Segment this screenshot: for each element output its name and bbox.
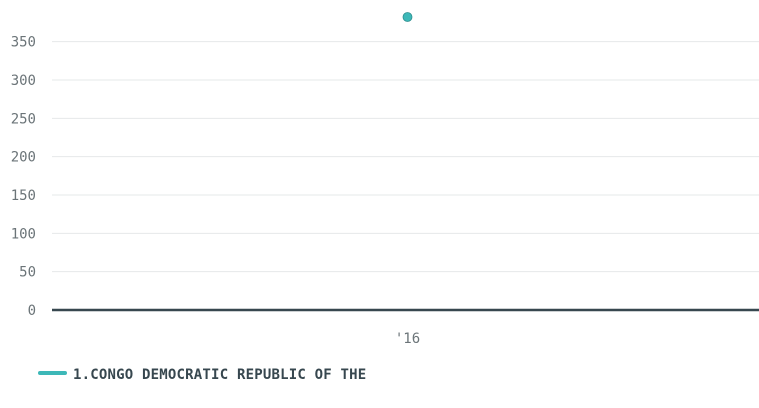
x-axis-tick-labels: '16 <box>395 331 420 347</box>
data-point[interactable] <box>402 12 413 22</box>
legend-swatch <box>38 371 67 375</box>
y-tick-label: 150 <box>11 188 36 204</box>
y-tick-label: 250 <box>11 111 36 127</box>
legend-label: 1.CONGO DEMOCRATIC REPUBLIC OF THE <box>73 367 367 383</box>
y-tick-label: 0 <box>28 303 36 319</box>
y-tick-label: 100 <box>11 226 36 242</box>
y-tick-label: 350 <box>11 35 36 51</box>
y-tick-label: 300 <box>11 73 36 89</box>
x-tick-label: '16 <box>395 331 420 347</box>
grid-lines <box>52 41 759 273</box>
series-points <box>402 12 413 22</box>
y-tick-label: 200 <box>11 150 36 166</box>
chart-legend: 1.CONGO DEMOCRATIC REPUBLIC OF THE <box>38 362 398 388</box>
y-tick-label: 50 <box>19 265 36 281</box>
y-axis-tick-labels: 0 50 100 150 200 250 300 350 <box>11 35 36 319</box>
